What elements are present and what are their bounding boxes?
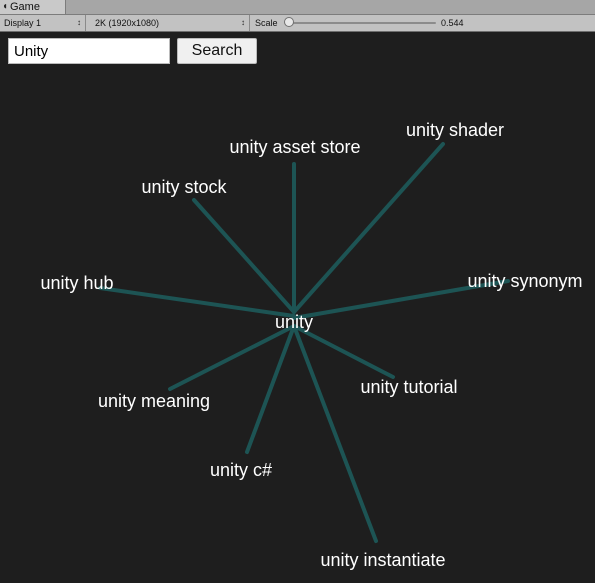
search-input[interactable] (8, 38, 170, 64)
node-unity-synonym[interactable]: unity synonym (467, 271, 582, 291)
edge-shader (292, 142, 445, 314)
edge-synonym (292, 279, 510, 320)
game-toolbar: Display 1 ↕ 2K (1920x1080) ↕ Scale 0.544 (0, 15, 595, 32)
edge-instantiate (292, 324, 378, 543)
tab-game[interactable]: ◖ Game (0, 0, 66, 14)
resolution-dropdown-label: 2K (1920x1080) (95, 18, 160, 28)
node-unity-tutorial[interactable]: unity tutorial (360, 377, 457, 397)
node-unity-meaning[interactable]: unity meaning (98, 391, 210, 411)
tab-bar: ◖ Game (0, 0, 595, 15)
display-dropdown-label: Display 1 (4, 18, 42, 28)
node-unity-asset-store[interactable]: unity asset store (229, 137, 360, 157)
resolution-dropdown[interactable]: 2K (1920x1080) ↕ (91, 15, 250, 31)
node-unity-instantiate[interactable]: unity instantiate (320, 550, 445, 570)
edge-stock (192, 198, 296, 314)
scale-slider-track[interactable] (288, 22, 436, 24)
dropdown-arrows-icon: ↕ (77, 18, 81, 27)
node-unity-stock[interactable]: unity stock (141, 177, 227, 197)
pacman-game-icon: ◖ (2, 1, 9, 12)
node-unity-c-sharp[interactable]: unity c# (210, 460, 272, 480)
node-unity-hub[interactable]: unity hub (40, 273, 113, 293)
edge-c-sharp (245, 324, 296, 454)
node-unity-center[interactable]: unity (275, 312, 313, 332)
edge-hub (98, 286, 296, 318)
display-dropdown[interactable]: Display 1 ↕ (0, 15, 86, 31)
node-unity-shader[interactable]: unity shader (406, 120, 504, 140)
scale-label: Scale (255, 18, 278, 28)
tab-game-label: Game (10, 1, 40, 13)
scale-slider-thumb[interactable] (284, 17, 294, 27)
dropdown-arrows-icon: ↕ (241, 18, 245, 27)
scale-value: 0.544 (441, 18, 464, 28)
edge-tutorial (292, 324, 395, 379)
edge-meaning (168, 324, 296, 391)
search-button[interactable]: Search (177, 38, 257, 64)
